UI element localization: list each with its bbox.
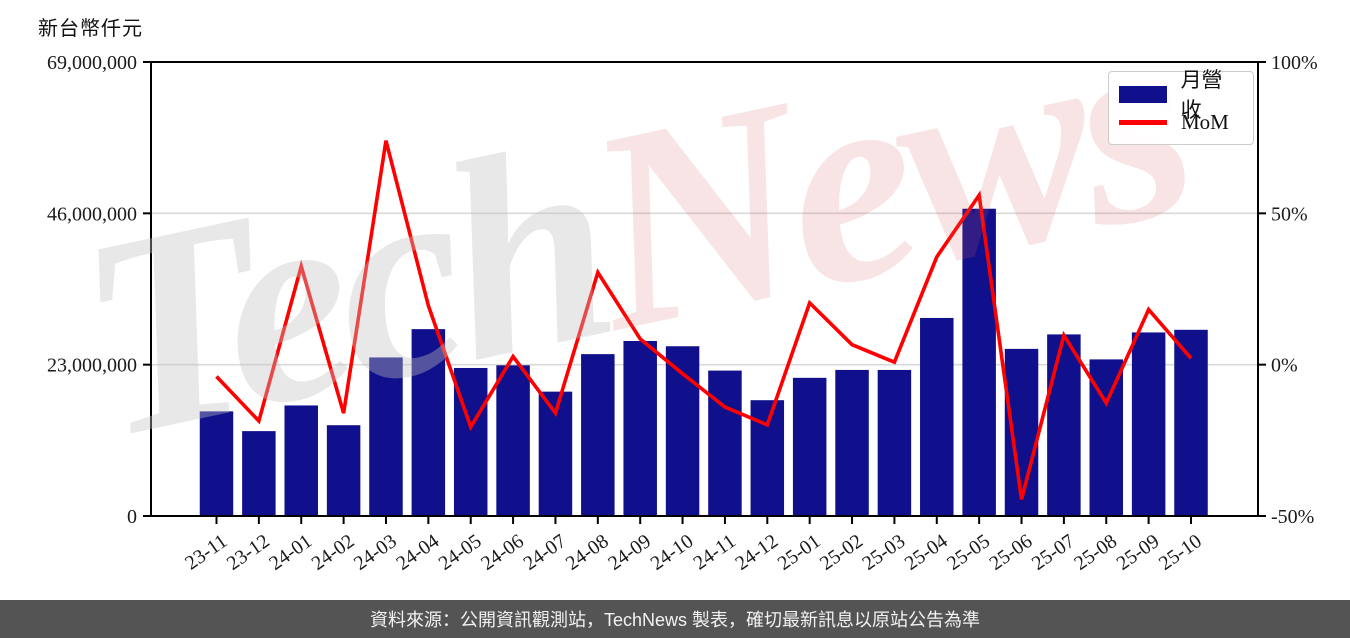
x-tick-label: 24-07: [519, 530, 570, 575]
x-tick-label: 24-11: [690, 530, 740, 574]
x-tick-label: 23-12: [223, 530, 274, 575]
x-tick-label: 24-08: [562, 530, 613, 575]
x-tick-label: 24-09: [604, 530, 655, 575]
x-tick-label: 23-11: [181, 530, 231, 574]
revenue-bar: [199, 411, 234, 516]
revenue-bar: [1174, 329, 1208, 516]
x-tick-label: 25-02: [816, 530, 867, 575]
x-tick-label: 25-04: [901, 530, 952, 575]
y2-tick-label: 50%: [1271, 203, 1308, 225]
revenue-bar: [750, 400, 785, 516]
revenue-legend-label: 月營收: [1180, 68, 1223, 122]
revenue-bar: [962, 208, 996, 516]
revenue-bar: [496, 365, 530, 516]
chart-legend: 月營收 MoM: [1108, 68, 1254, 145]
revenue-bar: [326, 425, 361, 516]
mom-line: [215, 140, 1193, 500]
revenue-bar: [623, 340, 657, 516]
x-tick-label: 24-04: [392, 530, 443, 575]
y-tick-label: 0: [127, 506, 137, 528]
x-tick-label: 25-01: [774, 530, 825, 575]
x-tick-label: 24-05: [435, 530, 486, 575]
x-tick-label: 24-06: [477, 530, 528, 575]
source-footer: 資料來源：公開資訊觀測站，TechNews 製表，確切最新訊息以原站公告為準: [0, 600, 1350, 638]
mom-line-swatch: [1119, 119, 1167, 125]
revenue-bar: [242, 431, 276, 516]
x-tick-label: 25-05: [943, 530, 994, 575]
y2-tick-label: 100%: [1271, 52, 1318, 74]
left-axis-unit-label: 新台幣仟元: [38, 18, 143, 40]
plot-border: [150, 61, 1259, 517]
x-tick-label: 25-06: [986, 530, 1037, 575]
x-tick-label: 25-09: [1113, 530, 1164, 575]
revenue-bar: [792, 377, 827, 516]
y2-tick-label: -50%: [1271, 506, 1314, 528]
revenue-bar: [284, 405, 318, 516]
legend-item-mom: MoM: [1119, 108, 1243, 136]
revenue-bar: [1131, 332, 1166, 516]
revenue-bar: [411, 329, 446, 516]
x-tick-label: 24-02: [308, 530, 359, 575]
x-tick-label: 24-12: [731, 530, 782, 575]
x-tick-label: 24-10: [647, 530, 698, 575]
revenue-bar: [708, 370, 742, 516]
x-tick-label: 24-03: [350, 530, 401, 575]
y2-tick-label: 0%: [1271, 355, 1298, 377]
x-tick-label: 24-01: [265, 530, 316, 575]
y-tick-label: 23,000,000: [47, 355, 137, 377]
revenue-bar: [835, 369, 869, 516]
revenue-bar: [877, 369, 912, 516]
revenue-bar: [920, 317, 954, 516]
y-tick-label: 46,000,000: [47, 203, 137, 225]
x-tick-label: 25-03: [858, 530, 909, 575]
x-tick-label: 25-10: [1155, 530, 1206, 575]
legend-item-revenue: 月營收: [1119, 68, 1243, 122]
source-footer-text: 資料來源：公開資訊觀測站，TechNews 製表，確切最新訊息以原站公告為準: [369, 610, 981, 630]
x-tick-label: 25-07: [1028, 530, 1079, 575]
revenue-bar: [1047, 334, 1081, 516]
revenue-bar: [369, 357, 403, 516]
y-tick-label: 69,000,000: [47, 52, 137, 74]
mom-legend-label: MoM: [1181, 109, 1229, 134]
x-tick-label: 25-08: [1070, 530, 1121, 575]
revenue-bar: [581, 354, 615, 516]
revenue-bar-swatch: [1119, 85, 1167, 103]
